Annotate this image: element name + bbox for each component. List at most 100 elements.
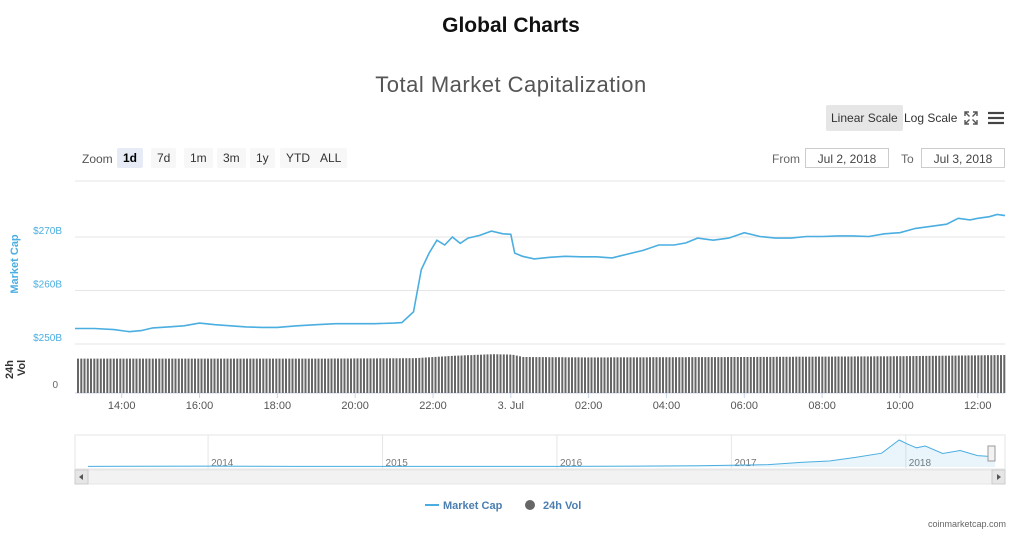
volume-bar[interactable] [619,357,622,393]
volume-bar[interactable] [200,358,203,393]
volume-bar[interactable] [951,355,954,393]
volume-bar[interactable] [307,358,310,393]
volume-bar[interactable] [801,356,804,393]
volume-bar[interactable] [863,356,866,393]
volume-bar[interactable] [288,358,291,393]
volume-bar[interactable] [701,357,703,393]
volume-bar[interactable] [733,357,736,393]
volume-bar[interactable] [629,357,632,393]
linear-scale-button[interactable]: Linear Scale [826,105,903,131]
volume-bar[interactable] [1003,355,1006,393]
volume-bar[interactable] [145,358,148,393]
volume-bar[interactable] [590,357,593,393]
volume-bar[interactable] [541,357,544,393]
volume-bar[interactable] [116,358,118,393]
volume-bar[interactable] [642,357,645,393]
volume-bar[interactable] [827,356,830,393]
volume-bar[interactable] [814,356,817,393]
volume-bar[interactable] [665,357,668,393]
volume-bar[interactable] [834,356,837,394]
volume-bar[interactable] [613,357,616,393]
volume-bar[interactable] [821,356,824,393]
volume-bar[interactable] [671,357,674,393]
volume-bar[interactable] [275,358,278,393]
volume-bar[interactable] [486,354,489,393]
volume-bar[interactable] [86,358,89,393]
volume-bar[interactable] [957,355,960,394]
volume-bar[interactable] [616,357,619,393]
volume-bar[interactable] [437,356,440,393]
volume-bar[interactable] [457,355,460,393]
volume-bar[interactable] [681,357,684,393]
volume-bar[interactable] [938,355,941,393]
volume-bar[interactable] [626,357,629,393]
volume-bar[interactable] [405,358,408,393]
volume-bar[interactable] [454,355,456,393]
volume-bar[interactable] [327,358,330,393]
volume-bar[interactable] [808,356,811,393]
volume-bar[interactable] [678,357,681,393]
volume-bar[interactable] [363,358,365,393]
volume-bar[interactable] [990,355,993,393]
volume-bar[interactable] [272,358,274,393]
volume-bar[interactable] [190,358,193,393]
volume-bar[interactable] [132,358,135,393]
volume-bar[interactable] [255,358,258,393]
volume-bar[interactable] [954,355,957,393]
volume-bar[interactable] [249,358,252,393]
volume-bar[interactable] [259,358,261,393]
volume-bar[interactable] [333,358,336,394]
volume-bar[interactable] [603,357,606,393]
volume-bar[interactable] [382,358,385,393]
volume-bar[interactable] [155,358,157,393]
volume-bar[interactable] [632,357,635,393]
volume-bar[interactable] [597,357,599,393]
volume-bar[interactable] [434,356,437,393]
volume-bar[interactable] [470,355,473,393]
volume-bar[interactable] [935,355,937,393]
volume-bar[interactable] [730,357,733,393]
volume-bar[interactable] [561,357,564,393]
volume-bar[interactable] [216,358,219,393]
volume-bar[interactable] [554,357,557,393]
volume-bar[interactable] [889,356,892,393]
volume-bar[interactable] [574,357,577,393]
volume-bar[interactable] [922,355,924,393]
volume-bar[interactable] [450,355,453,393]
volume-bar[interactable] [467,355,469,393]
volume-bar[interactable] [392,358,395,393]
volume-bar[interactable] [207,358,209,393]
volume-bar[interactable] [740,357,742,393]
volume-bar[interactable] [346,358,349,394]
volume-bar[interactable] [314,358,317,393]
volume-bar[interactable] [476,354,479,393]
volume-bar[interactable] [694,357,697,393]
volume-bar[interactable] [99,358,102,393]
volume-bar[interactable] [857,356,859,393]
volume-bar[interactable] [710,357,713,393]
volume-bar[interactable] [753,357,755,393]
volume-bar[interactable] [788,356,791,393]
volume-bar[interactable] [135,358,138,393]
volume-bar[interactable] [246,358,248,393]
volume-bar[interactable] [330,358,333,394]
volume-bar[interactable] [402,358,404,393]
volume-bar[interactable] [353,358,356,393]
volume-bar[interactable] [294,358,297,393]
volume-bar[interactable] [775,356,778,393]
volume-bar[interactable] [896,356,898,393]
volume-bar[interactable] [772,356,775,393]
volume-bar[interactable] [161,358,164,393]
volume-bar[interactable] [645,357,648,393]
volume-bar[interactable] [915,356,918,393]
volume-bar[interactable] [444,356,447,393]
volume-bar[interactable] [548,357,551,393]
volume-bar[interactable] [213,358,216,393]
volume-bar[interactable] [311,358,313,393]
volume-bar[interactable] [174,358,177,393]
volume-bar[interactable] [844,356,846,394]
volume-bar[interactable] [580,357,583,393]
volume-bar[interactable] [499,354,502,393]
volume-bar[interactable] [528,357,531,393]
volume-bar[interactable] [873,356,876,393]
